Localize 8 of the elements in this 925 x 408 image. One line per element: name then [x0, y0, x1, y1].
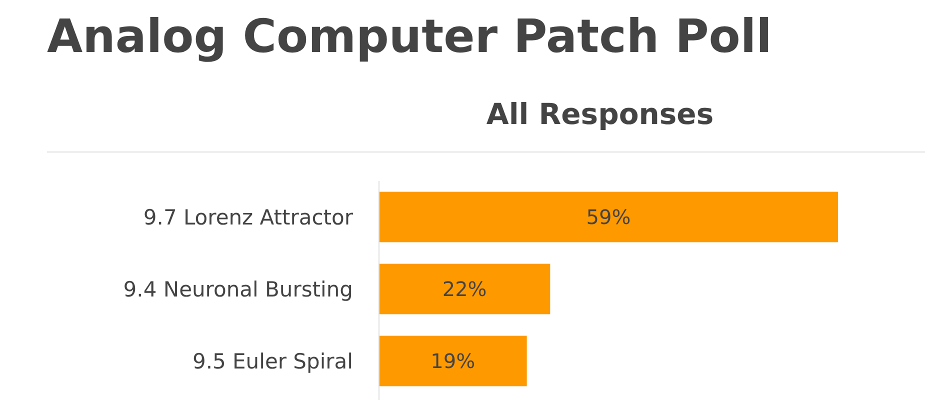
- y-tick-label: 9.4 Neuronal Bursting: [123, 277, 353, 302]
- data-label: 19%: [430, 349, 476, 373]
- y-tick-label: 9.7 Lorenz Attractor: [143, 205, 354, 230]
- chart-title: Analog Computer Patch Poll: [47, 9, 772, 63]
- data-label: 22%: [442, 277, 487, 301]
- data-label: 59%: [586, 205, 631, 229]
- y-tick-label: 9.5 Euler Spiral: [192, 349, 353, 374]
- chart-subtitle: All Responses: [486, 97, 714, 131]
